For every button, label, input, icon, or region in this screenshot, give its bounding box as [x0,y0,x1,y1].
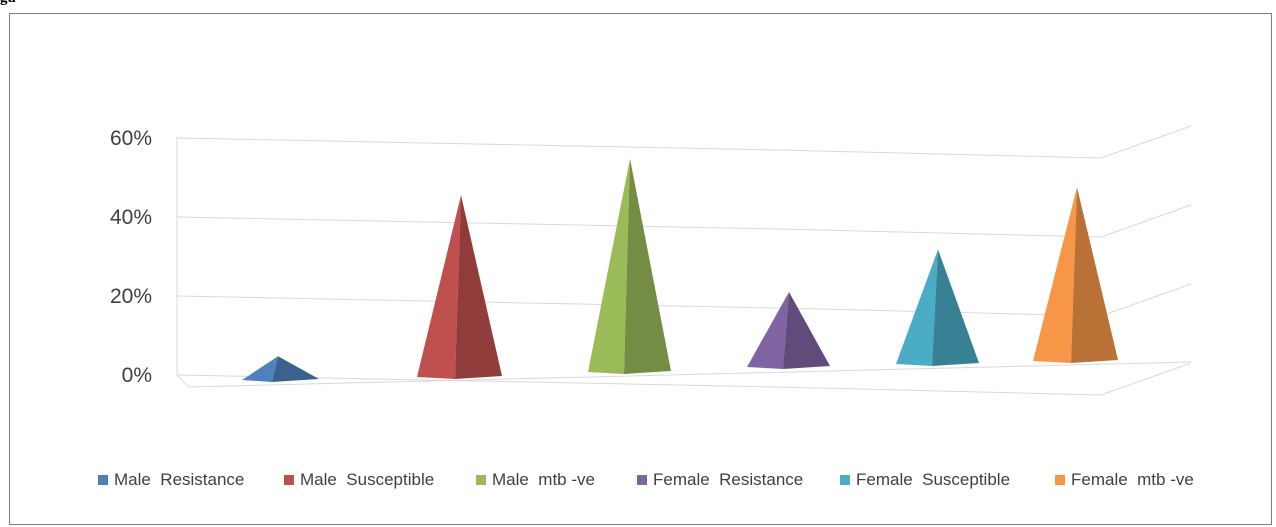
gridline-1 [176,283,1192,317]
y-tick-label: 60% [110,127,152,150]
legend-item: Male mtb -ve [476,470,595,490]
gridline-0 [176,362,1192,396]
pyramid-light-face [588,158,630,374]
legend-swatch [98,475,108,485]
pyramid-light-face [896,249,938,366]
y-tick-label: 40% [110,206,152,229]
pyramid-light-face [747,291,789,369]
legend-label: Male mtb -ve [492,470,595,489]
pyramid-5 [932,249,979,366]
pyramid-series [242,158,1118,382]
gridline-2 [176,204,1192,238]
legend-item: Male Resistance [98,470,244,490]
pyramid-4 [783,291,830,369]
legend-swatch [840,475,850,485]
legend-label: Female Resistance [653,470,804,489]
legend-item: Female Resistance [637,470,803,490]
y-tick-label: 0% [122,364,152,387]
gridline-3 [176,125,1192,159]
pyramid-2 [455,195,502,379]
legend-swatch [284,475,294,485]
pyramid-6 [1071,187,1118,363]
legend: Male Resistance Male Susceptible Male mtb … [0,470,1276,494]
pyramid-light-face [242,356,278,382]
pyramid-light-face [1033,187,1077,363]
legend-label: Male Resistance [114,470,245,489]
legend-swatch [637,475,647,485]
y-axis-tick-labels: 0% 20% 40% 60% [110,127,152,387]
pyramid-light-face [417,195,461,379]
pyramid-3 [624,158,671,374]
pyramid-1 [272,356,319,382]
legend-label: Female mtb -ve [1071,470,1194,489]
figure-caption: gu [0,0,16,6]
floor-edge [188,361,1192,388]
y-tick-label: 20% [110,285,152,308]
legend-label: Male Susceptible [300,470,435,489]
floor-side-edge [176,374,190,388]
legend-label: Female Susceptible [856,470,1011,489]
legend-item: Female mtb -ve [1055,470,1194,490]
legend-item: Male Susceptible [284,470,434,490]
legend-swatch [476,475,486,485]
legend-swatch [1055,475,1065,485]
legend-item: Female Susceptible [840,470,1010,490]
